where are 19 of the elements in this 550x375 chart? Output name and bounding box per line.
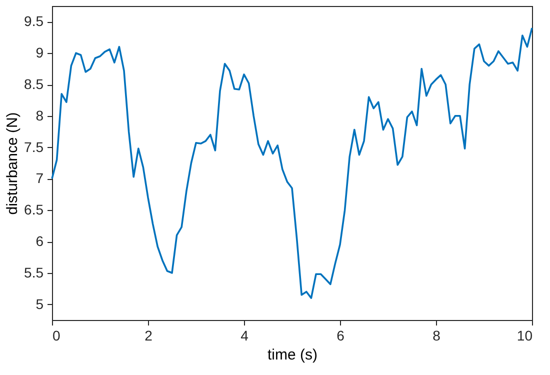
- y-tick-label: 9.5: [24, 13, 44, 30]
- y-tick-label: 8: [36, 107, 44, 124]
- y-tick-label: 6: [36, 233, 44, 249]
- x-tick-label: 6: [336, 328, 345, 344]
- line-series: [51, 27, 533, 299]
- x-tick-label: 0: [52, 328, 60, 344]
- y-tick-label: 7: [36, 170, 44, 186]
- x-axis-title: time (s): [268, 346, 318, 364]
- x-tick-label: 4: [240, 328, 249, 344]
- x-tick-label: 2: [144, 328, 153, 344]
- y-tick-label: 7.5: [24, 138, 44, 155]
- x-tick-label: 10: [516, 328, 533, 344]
- y-tick-label: 5.5: [24, 264, 44, 280]
- y-tick-label: 5: [36, 296, 44, 312]
- y-tick-label: 6.5: [24, 202, 44, 218]
- y-axis-title: disturbance (N): [4, 112, 22, 215]
- y-tick-label: 8.5: [24, 76, 44, 92]
- x-tick-label: 8: [432, 328, 441, 344]
- y-tick-label: 9: [36, 44, 44, 61]
